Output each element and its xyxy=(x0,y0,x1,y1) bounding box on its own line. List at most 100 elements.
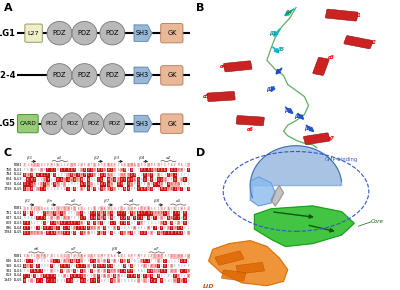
Bar xyxy=(36,269,40,273)
Text: P: P xyxy=(24,269,26,273)
Text: C: C xyxy=(94,226,96,230)
Text: Y: Y xyxy=(174,216,176,220)
Bar xyxy=(143,168,146,172)
Bar xyxy=(66,206,70,211)
Text: R: R xyxy=(24,211,26,215)
Text: F: F xyxy=(174,211,176,215)
Text: H: H xyxy=(184,221,186,225)
Polygon shape xyxy=(254,206,354,246)
Text: Q: Q xyxy=(91,168,92,172)
Text: M: M xyxy=(57,182,59,186)
Bar xyxy=(173,173,176,177)
Bar xyxy=(23,163,26,167)
Text: A: A xyxy=(71,226,72,230)
Text: N: N xyxy=(188,187,189,191)
Bar xyxy=(56,231,60,235)
Text: Q: Q xyxy=(124,274,126,278)
Bar xyxy=(50,269,53,273)
Bar xyxy=(127,206,130,211)
Bar xyxy=(123,221,126,225)
Text: W: W xyxy=(128,254,129,258)
Text: PDB1: PDB1 xyxy=(14,254,22,258)
Bar xyxy=(90,259,93,263)
Text: W: W xyxy=(81,221,82,225)
Text: LID: LID xyxy=(203,284,214,289)
Bar xyxy=(33,231,36,235)
Bar xyxy=(177,278,180,283)
Text: A: A xyxy=(134,259,136,263)
Bar xyxy=(137,187,140,191)
Text: D: D xyxy=(164,259,166,263)
Bar xyxy=(56,221,60,225)
Text: A: A xyxy=(108,216,109,220)
Bar xyxy=(100,177,103,182)
Text: G: G xyxy=(67,221,69,225)
Bar xyxy=(160,269,163,273)
Text: I: I xyxy=(81,269,82,273)
Bar xyxy=(137,163,140,167)
Text: C: C xyxy=(138,163,139,167)
Text: Q: Q xyxy=(88,216,89,220)
Bar xyxy=(183,269,187,273)
Bar xyxy=(26,259,30,263)
Bar xyxy=(150,278,153,283)
Text: P: P xyxy=(114,264,116,268)
Text: α1: α1 xyxy=(57,156,62,160)
Text: T: T xyxy=(178,216,179,220)
Text: Q: Q xyxy=(138,259,139,263)
Text: F: F xyxy=(104,254,106,258)
Text: R: R xyxy=(154,182,156,186)
Text: β3: β3 xyxy=(269,31,276,36)
Text: W: W xyxy=(148,264,149,268)
Bar xyxy=(150,264,153,268)
Text: R: R xyxy=(161,269,162,273)
Text: F: F xyxy=(104,221,106,225)
Bar xyxy=(80,254,83,259)
Text: D: D xyxy=(98,173,99,177)
Text: P: P xyxy=(84,173,86,177)
Ellipse shape xyxy=(41,113,62,135)
Text: D: D xyxy=(64,206,66,211)
Bar xyxy=(36,216,40,220)
Text: G: G xyxy=(174,259,176,263)
Text: K: K xyxy=(71,274,72,278)
Bar xyxy=(167,211,170,215)
Bar xyxy=(153,182,156,186)
Text: 1784: 1784 xyxy=(4,231,12,235)
Text: K: K xyxy=(154,163,156,167)
Text: Y: Y xyxy=(47,221,49,225)
Text: T: T xyxy=(161,254,162,258)
Text: Q: Q xyxy=(31,279,32,282)
Bar xyxy=(30,259,33,263)
Text: V: V xyxy=(164,206,166,211)
Text: C: C xyxy=(118,216,119,220)
Text: D: D xyxy=(27,168,29,172)
Bar xyxy=(173,278,176,283)
Bar xyxy=(46,177,50,182)
Bar xyxy=(93,216,96,220)
FancyBboxPatch shape xyxy=(207,91,235,101)
Text: G: G xyxy=(174,168,176,172)
Bar xyxy=(120,168,123,172)
Bar xyxy=(76,221,80,225)
Bar xyxy=(90,278,93,283)
Bar xyxy=(170,231,173,235)
Text: W: W xyxy=(71,177,72,182)
Text: G: G xyxy=(164,187,166,191)
Text: β1: β1 xyxy=(27,156,32,160)
Text: E: E xyxy=(121,259,122,263)
Text: F: F xyxy=(91,211,92,215)
Bar xyxy=(160,226,163,230)
Text: α1: α1 xyxy=(70,199,76,203)
Text: Q: Q xyxy=(164,163,166,167)
Bar xyxy=(173,187,176,191)
Text: T: T xyxy=(108,254,109,258)
Bar xyxy=(140,168,143,172)
Bar xyxy=(130,182,133,186)
Text: Y: Y xyxy=(74,211,76,215)
Bar xyxy=(60,206,63,211)
Bar xyxy=(56,182,60,186)
Text: G: G xyxy=(88,264,89,268)
Text: K: K xyxy=(181,226,182,230)
Bar xyxy=(160,168,163,172)
